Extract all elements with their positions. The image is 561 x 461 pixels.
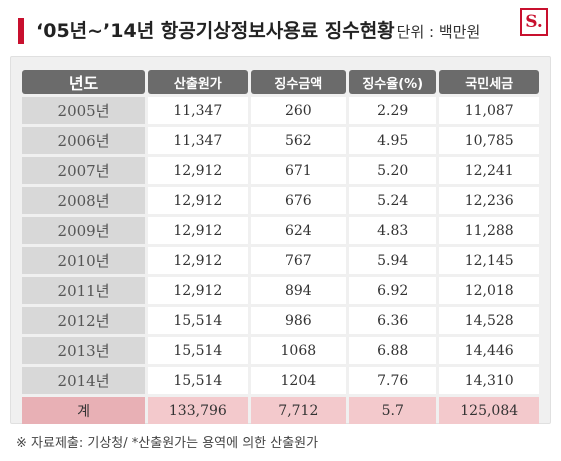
row-collected-amount: 624 [250,217,347,244]
row-calculated-cost: 12,912 [148,187,248,214]
title-accent-bar [18,18,24,44]
row-taxpayer-burden: 12,236 [439,187,539,214]
table-row: 2006년 11,347 562 4.95 10,785 [22,127,539,154]
row-collection-rate: 6.92 [349,277,437,304]
row-year: 2007년 [22,157,146,184]
table-row: 2008년 12,912 676 5.24 12,236 [22,187,539,214]
row-collected-amount: 1204 [250,367,347,394]
row-year: 2013년 [22,337,146,364]
total-collection-rate: 5.7 [349,397,437,424]
row-year: 2011년 [22,277,146,304]
row-collected-amount: 260 [250,97,347,124]
row-taxpayer-burden: 12,145 [439,247,539,274]
row-collected-amount: 562 [250,127,347,154]
total-label: 계 [22,397,146,424]
total-calculated-cost: 133,796 [148,397,248,424]
row-calculated-cost: 12,912 [148,217,248,244]
table-row: 2007년 12,912 671 5.20 12,241 [22,157,539,184]
row-taxpayer-burden: 14,446 [439,337,539,364]
table-header-row: 년도 산출원가 징수금액 징수율(%) 국민세금 [22,70,539,94]
row-collection-rate: 5.20 [349,157,437,184]
row-year: 2014년 [22,367,146,394]
row-year: 2008년 [22,187,146,214]
row-collected-amount: 1068 [250,337,347,364]
table-row: 2013년 15,514 1068 6.88 14,446 [22,337,539,364]
total-collected-amount: 7,712 [250,397,347,424]
row-taxpayer-burden: 11,087 [439,97,539,124]
row-collection-rate: 6.88 [349,337,437,364]
row-calculated-cost: 11,347 [148,97,248,124]
row-collection-rate: 6.36 [349,307,437,334]
row-taxpayer-burden: 14,528 [439,307,539,334]
table-row: 2014년 15,514 1204 7.76 14,310 [22,367,539,394]
row-collection-rate: 4.95 [349,127,437,154]
row-collected-amount: 894 [250,277,347,304]
fee-collection-table: 년도 산출원가 징수금액 징수율(%) 국민세금 2005년 11,347 260 2… [19,67,542,427]
row-year: 2010년 [22,247,146,274]
publisher-logo-icon: S. [520,8,548,36]
row-calculated-cost: 15,514 [148,337,248,364]
header-taxpayer-burden: 국민세금 [439,70,539,94]
row-collection-rate: 4.83 [349,217,437,244]
row-collected-amount: 676 [250,187,347,214]
table-row: 2012년 15,514 986 6.36 14,528 [22,307,539,334]
header-collection-rate: 징수율(%) [349,70,437,94]
header-year: 년도 [22,70,146,94]
row-taxpayer-burden: 12,018 [439,277,539,304]
row-collected-amount: 767 [250,247,347,274]
row-taxpayer-burden: 10,785 [439,127,539,154]
row-year: 2012년 [22,307,146,334]
row-collection-rate: 2.29 [349,97,437,124]
row-collection-rate: 7.76 [349,367,437,394]
row-calculated-cost: 12,912 [148,247,248,274]
header-calculated-cost: 산출원가 [148,70,248,94]
row-collection-rate: 5.94 [349,247,437,274]
row-taxpayer-burden: 12,241 [439,157,539,184]
row-taxpayer-burden: 14,310 [439,367,539,394]
table-row: 2005년 11,347 260 2.29 11,087 [22,97,539,124]
total-taxpayer-burden: 125,084 [439,397,539,424]
row-year: 2006년 [22,127,146,154]
row-collection-rate: 5.24 [349,187,437,214]
row-calculated-cost: 15,514 [148,367,248,394]
table-total-row: 계 133,796 7,712 5.7 125,084 [22,397,539,424]
row-calculated-cost: 11,347 [148,127,248,154]
table-row: 2009년 12,912 624 4.83 11,288 [22,217,539,244]
row-year: 2009년 [22,217,146,244]
row-calculated-cost: 12,912 [148,277,248,304]
header-collected-amount: 징수금액 [250,70,347,94]
title-main: ‘05년~’14년 항공기상정보사용료 징수현황 [36,20,395,42]
table-row: 2011년 12,912 894 6.92 12,018 [22,277,539,304]
row-collected-amount: 986 [250,307,347,334]
row-calculated-cost: 15,514 [148,307,248,334]
title-bar: ‘05년~’14년 항공기상정보사용료 징수현황 단위 : 백만원 [0,8,561,52]
footnote: ※ 자료제출: 기상청/ *산출원가는 용역에 의한 산출원가 [16,436,319,451]
table-row: 2010년 12,912 767 5.94 12,145 [22,247,539,274]
row-taxpayer-burden: 11,288 [439,217,539,244]
unit-label: 단위 : 백만원 [396,23,481,41]
row-year: 2005년 [22,97,146,124]
row-calculated-cost: 12,912 [148,157,248,184]
page-title: ‘05년~’14년 항공기상정보사용료 징수현황 단위 : 백만원 [36,18,480,45]
row-collected-amount: 671 [250,157,347,184]
